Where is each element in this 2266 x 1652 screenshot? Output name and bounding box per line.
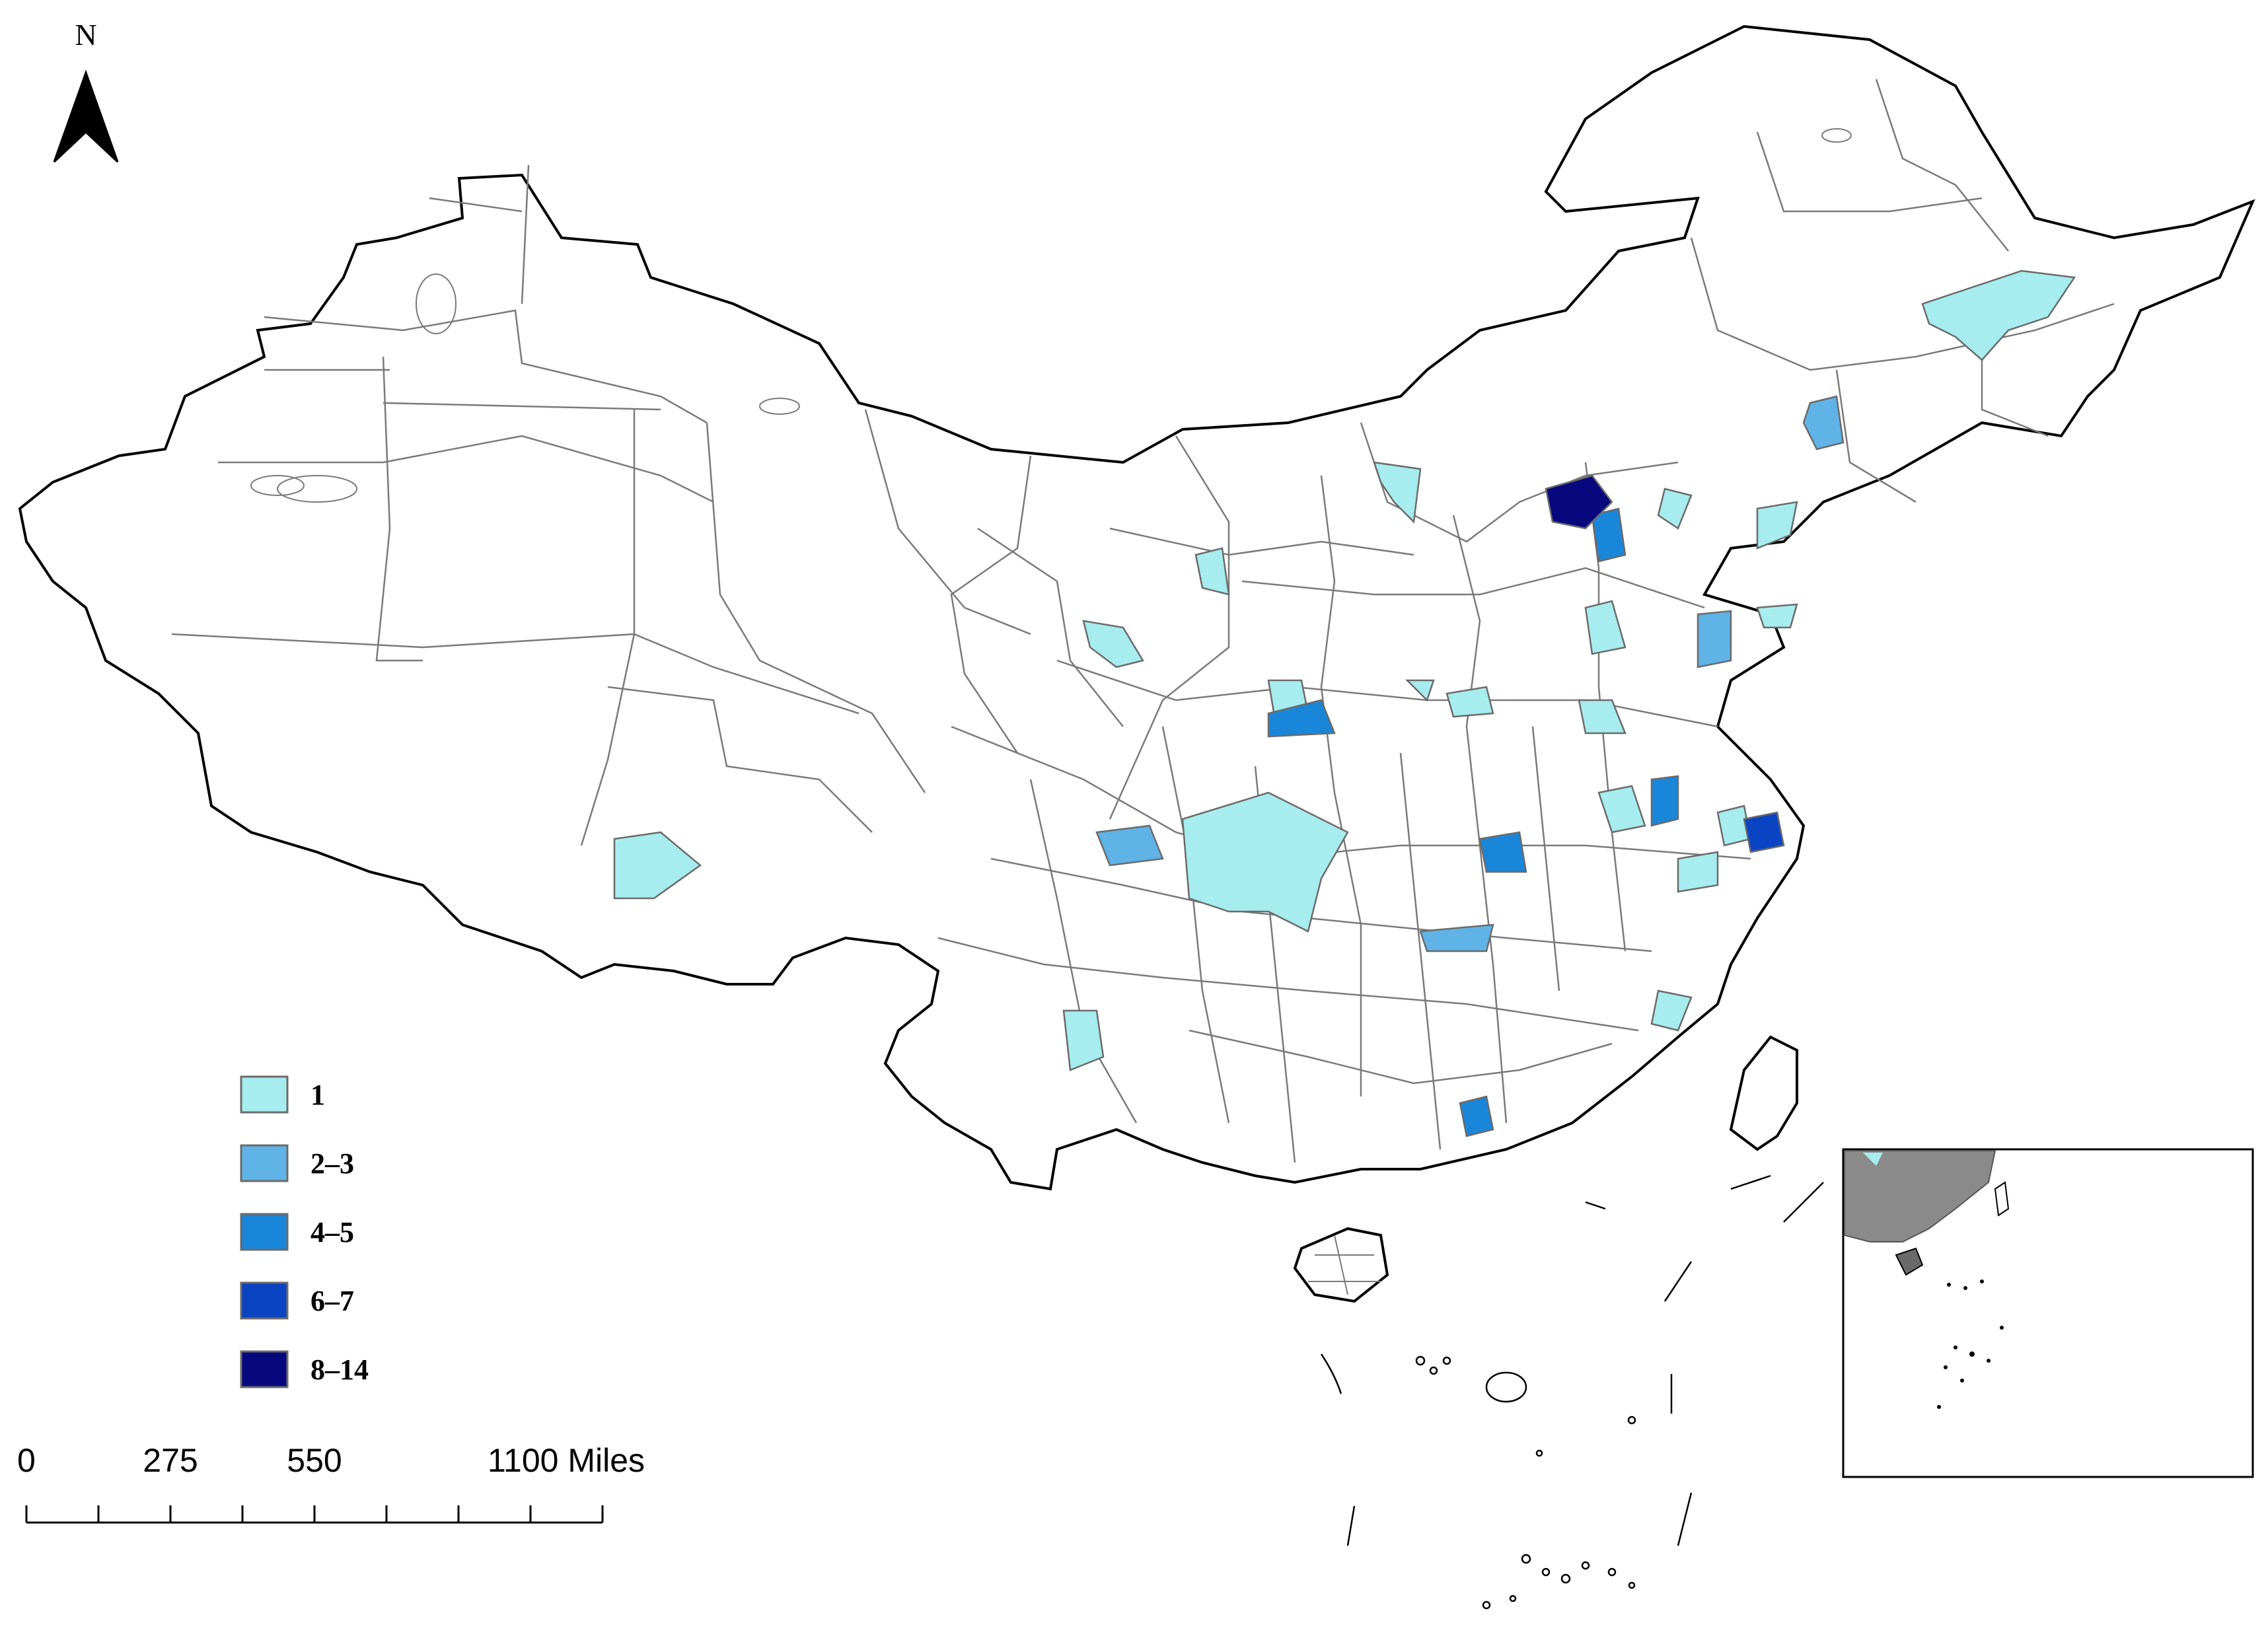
legend-swatch (240, 1213, 289, 1251)
legend-label: 8–14 (311, 1353, 369, 1386)
region-class-1 (1677, 851, 1719, 893)
inset-mainland (1844, 1150, 1996, 1242)
region-class-4-5 (1459, 1095, 1494, 1137)
legend: 1 2–3 4–5 6–7 8–14 (240, 1075, 369, 1388)
region-class-1 (1756, 603, 1798, 629)
inset-map (1842, 1148, 2254, 1478)
region-class-1 (1373, 461, 1422, 524)
scale-bar: 0 275 550 1100 Miles (17, 1442, 645, 1524)
region-class-4-5 (1591, 507, 1626, 563)
region-class-1 (1445, 686, 1494, 718)
region-class-8-14 (1545, 474, 1613, 530)
north-arrow: N (53, 18, 119, 163)
region-class-1 (1756, 501, 1798, 550)
taiwan-outline (1729, 1035, 1798, 1151)
inset-islands (1937, 1279, 2004, 1409)
legend-swatch (240, 1350, 289, 1388)
scale-label: 275 (143, 1442, 198, 1479)
region-class-1 (1405, 679, 1435, 702)
hainan-boundaries (1308, 1235, 1381, 1295)
region-class-4-5 (1650, 775, 1679, 827)
mainland-china-outline (18, 24, 2255, 1191)
region-class-1 (1578, 699, 1626, 735)
legend-label: 2–3 (311, 1147, 354, 1180)
legend-label: 1 (311, 1079, 325, 1111)
region-class-2-3 (1802, 395, 1845, 450)
region-class-1 (1181, 791, 1349, 933)
region-class-4-5 (1479, 831, 1527, 873)
region-class-1 (613, 831, 702, 900)
inset-taiwan (1994, 1181, 2010, 1217)
region-class-1 (1657, 487, 1693, 530)
islands (1320, 1174, 1824, 1610)
region-class-1 (1062, 1009, 1105, 1071)
legend-swatch (240, 1281, 289, 1320)
inset-highlight (1863, 1153, 1883, 1166)
region-class-1 (1584, 600, 1626, 655)
inset-hainan (1895, 1247, 1924, 1276)
region-class-2-3 (1419, 923, 1494, 952)
region-class-6-7 (1743, 811, 1785, 853)
region-class-1 (1650, 989, 1693, 1032)
highlighted-regions (613, 269, 2076, 1137)
region-class-1 (1082, 620, 1144, 668)
scale-label: 0 (17, 1442, 36, 1479)
region-class-1 (1597, 785, 1646, 834)
legend-label: 6–7 (311, 1285, 354, 1317)
country-outline (18, 24, 2255, 1191)
north-arrow-label: N (75, 18, 96, 52)
legend-label: 4–5 (311, 1216, 354, 1248)
region-class-1 (1921, 269, 2076, 361)
region-class-2-3 (1697, 610, 1732, 668)
lakes (250, 128, 1852, 503)
scale-label: 1100 Miles (488, 1442, 645, 1479)
legend-swatch (240, 1075, 289, 1114)
legend-swatch (240, 1144, 289, 1182)
region-class-4-5 (1267, 699, 1336, 738)
region-class-2-3 (1095, 824, 1164, 867)
region-class-1 (1194, 547, 1230, 596)
scale-label: 550 (287, 1442, 342, 1479)
